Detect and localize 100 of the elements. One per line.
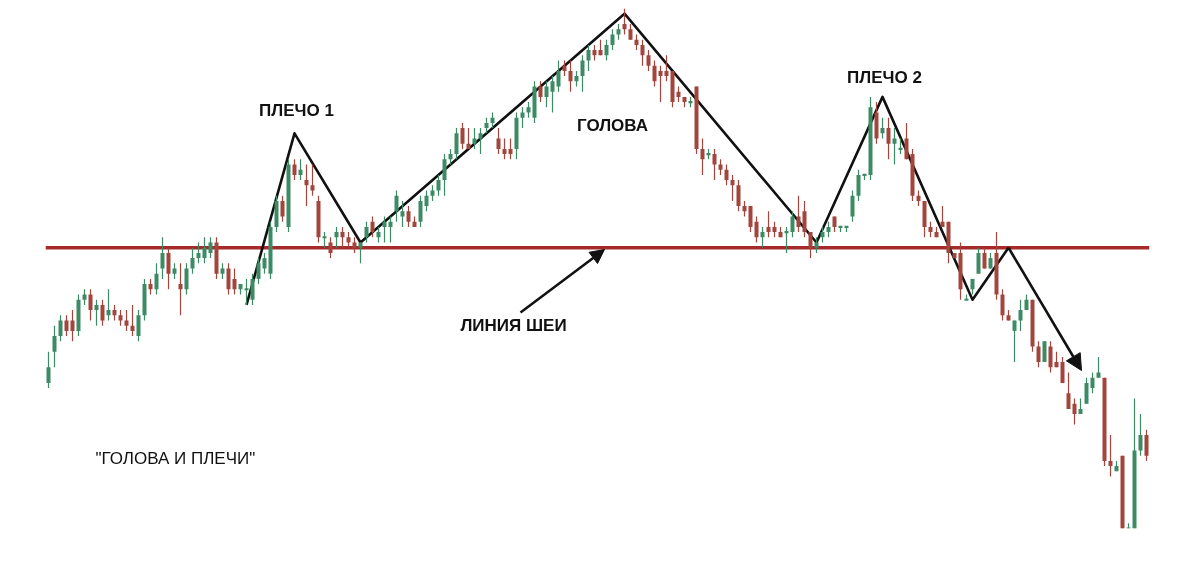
- candlestick: [1036, 340, 1041, 368]
- candlestick: [304, 163, 309, 207]
- candlestick: [700, 137, 705, 176]
- candlestick: [1090, 371, 1095, 394]
- candlestick: [184, 262, 189, 296]
- candlestick: [982, 247, 987, 270]
- candlestick: [586, 44, 591, 72]
- candlestick: [334, 226, 339, 249]
- candlestick: [1144, 429, 1149, 462]
- candlestick: [766, 210, 771, 238]
- candlestick: [328, 236, 333, 259]
- candlestick: [370, 215, 375, 238]
- candlestick: [712, 148, 717, 181]
- candlestick: [652, 59, 657, 88]
- candlestick: [298, 158, 303, 181]
- candlestick: [808, 231, 813, 259]
- annotation: "ГОЛОВА И ПЛЕЧИ": [95, 449, 256, 468]
- candlestick: [442, 153, 447, 197]
- candlestick: [622, 8, 627, 36]
- candlestick: [70, 309, 75, 342]
- candlestick: [1060, 356, 1065, 384]
- candlestick: [1018, 299, 1023, 332]
- candlestick: [640, 39, 645, 67]
- candlestick: [190, 247, 195, 275]
- candlestick: [880, 117, 885, 140]
- candlestick: [736, 179, 741, 212]
- candlestick: [646, 49, 651, 72]
- candlestick: [892, 127, 897, 166]
- candlestick: [1012, 319, 1017, 363]
- candlestick: [460, 122, 465, 150]
- candlestick: [850, 189, 855, 223]
- candlestick: [472, 127, 477, 150]
- candlestick: [130, 304, 135, 337]
- candlestick: [466, 127, 471, 150]
- annotation: ПЛЕЧО 1: [259, 101, 334, 120]
- candlestick: [106, 288, 111, 322]
- candlestick: [196, 241, 201, 264]
- candlestick: [208, 236, 213, 259]
- candlestick: [580, 54, 585, 93]
- candlestick: [202, 236, 207, 264]
- annotation: ГОЛОВА: [576, 116, 649, 135]
- candlestick: [1084, 377, 1089, 405]
- candlestick: [508, 137, 513, 160]
- candlestick: [856, 169, 861, 202]
- candlestick: [280, 195, 285, 223]
- candlestick: [784, 226, 789, 254]
- candlestick: [226, 262, 231, 296]
- candlestick: [136, 309, 141, 342]
- candlestick: [178, 262, 183, 316]
- candlestick: [340, 226, 345, 249]
- candlestick: [454, 127, 459, 160]
- candlestick: [610, 28, 615, 51]
- candlestick: [154, 262, 159, 296]
- candlestick: [658, 65, 663, 103]
- candlestick: [760, 226, 765, 249]
- candlestick: [310, 163, 315, 197]
- candlestick: [544, 80, 549, 108]
- candlestick: [382, 215, 387, 244]
- candlestick: [556, 59, 561, 93]
- candlestick: [166, 247, 171, 290]
- candlestick: [418, 195, 423, 228]
- candlestick: [124, 309, 129, 332]
- candlestick: [976, 247, 981, 275]
- candlestick: [724, 163, 729, 186]
- candlestick: [748, 205, 753, 233]
- candlestick: [802, 200, 807, 238]
- candlestick: [64, 314, 69, 337]
- candlestick: [568, 59, 573, 93]
- candlestick: [160, 236, 165, 280]
- candlestick: [244, 278, 249, 306]
- candlestick: [520, 106, 525, 129]
- candlestick: [502, 137, 507, 160]
- candlestick: [256, 257, 261, 285]
- candlestick: [1096, 356, 1101, 379]
- candlestick: [436, 174, 441, 197]
- candlestick: [52, 325, 57, 368]
- candlestick: [604, 39, 609, 62]
- candlestick: [100, 299, 105, 327]
- candlestick: [364, 221, 369, 244]
- candlestick: [88, 288, 93, 322]
- candlestick: [496, 127, 501, 155]
- candlestick: [790, 210, 795, 238]
- candlestick: [94, 299, 99, 327]
- candlestick: [730, 174, 735, 202]
- candlestick: [250, 273, 255, 306]
- candlestick: [664, 54, 669, 82]
- candlestick: [1072, 397, 1077, 426]
- candlestick: [388, 215, 393, 244]
- candlestick: [1066, 371, 1071, 410]
- candlestick: [46, 351, 51, 389]
- ref-line-label: ЛИНИЯ ШЕИ: [460, 316, 567, 335]
- candlestick: [886, 117, 891, 160]
- candlestick: [58, 314, 63, 342]
- candlestick: [1048, 340, 1053, 374]
- candlestick: [550, 75, 555, 114]
- candlestick: [538, 80, 543, 103]
- candlestick: [904, 122, 909, 160]
- candlestick: [424, 189, 429, 212]
- candlestick: [406, 205, 411, 228]
- candlestick: [232, 267, 237, 296]
